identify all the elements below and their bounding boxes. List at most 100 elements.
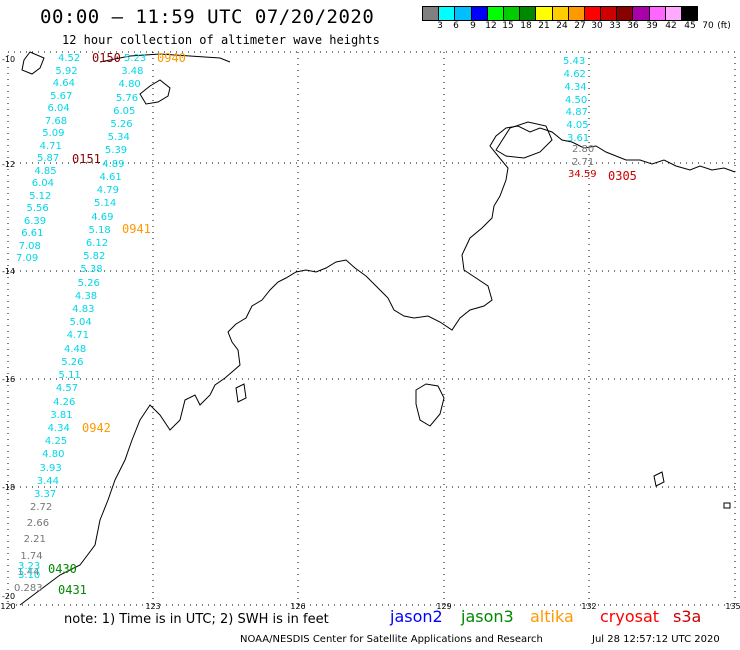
color-scale-label: 30: [591, 21, 603, 31]
wave-height-label: 4.38: [74, 290, 98, 302]
units-note: note: 1) Time is in UTC; 2) SWH is in fe…: [64, 612, 329, 627]
color-swatch: [681, 6, 699, 21]
lon-label: 129: [436, 602, 452, 611]
wave-height-label: 4.83: [72, 304, 95, 316]
wave-height-label: 6.04: [31, 178, 55, 189]
lon-label: 123: [145, 602, 161, 611]
wave-height-label: 5.26: [110, 119, 133, 131]
wave-height-label: 3.10: [18, 570, 41, 581]
lon-label: 135: [725, 602, 740, 611]
australia-coastline: [19, 125, 736, 606]
color-scale-label: 9: [470, 21, 476, 31]
wave-height-label: 5.87: [37, 153, 60, 164]
footer-timestamp: Jul 28 12:57:12 UTC 2020: [592, 634, 720, 645]
island-small-3: [723, 502, 731, 509]
pass-time-label: 0940: [157, 51, 186, 65]
lat-label: -18: [2, 483, 16, 492]
wave-height-label: 4.69: [91, 211, 114, 223]
wave-height-label: 5.12: [29, 190, 52, 202]
lat-label: -16: [2, 375, 16, 384]
wave-height-label: 6.05: [113, 105, 136, 117]
legend-altika: altika: [530, 607, 574, 626]
wave-height-label: 5.76: [115, 92, 139, 104]
color-scale-label: 42: [665, 21, 677, 31]
wave-height-label: 4.26: [53, 396, 76, 408]
wave-height-label: 4.62: [563, 68, 586, 80]
wave-height-label: 4.34: [564, 81, 587, 93]
legend-s3a: s3a: [673, 607, 702, 626]
wave-height-label: 4.50: [565, 94, 588, 106]
wave-height-label: 5.56: [26, 203, 49, 214]
wave-height-label: 2.72: [30, 502, 53, 513]
wave-height-label: 3.81: [50, 409, 73, 421]
wave-height-label: 5.26: [77, 277, 100, 289]
wave-height-label: 6.12: [85, 237, 109, 249]
color-scale-label: (ft): [717, 21, 731, 31]
color-scale-label: 21: [538, 21, 550, 31]
legend-cryosat: cryosat: [600, 607, 660, 626]
wave-height-label: 6.61: [21, 228, 44, 239]
color-scale-label: 3: [437, 21, 443, 31]
island-north: [139, 79, 171, 105]
wave-height-label: 1.74: [20, 550, 43, 562]
wave-height-label: 6.04: [47, 103, 70, 114]
wave-height-label: 4.89: [102, 158, 125, 170]
island-timor: [21, 51, 45, 75]
lon-label: 126: [290, 602, 306, 611]
wave-height-label: 7.09: [16, 253, 39, 264]
pass-time-label: 0941: [122, 222, 151, 236]
map-grid: [8, 52, 735, 605]
wave-height-label: 34.59: [568, 169, 597, 180]
color-scale-label: 6: [453, 21, 459, 31]
wave-height-label: 3.61: [567, 133, 590, 144]
wave-height-label: 4.52: [58, 53, 81, 64]
wave-height-label: 4.61: [99, 171, 122, 183]
wave-height-label: 5.82: [83, 251, 106, 263]
color-scale-label: 70: [702, 21, 714, 31]
wave-height-label: 6.39: [23, 215, 47, 227]
legend-jason3: jason3: [461, 607, 514, 626]
lon-label: 120: [0, 602, 16, 611]
wave-height-label: 4.71: [39, 140, 62, 152]
wave-height-label: 4.64: [52, 78, 76, 89]
island-groote: [415, 383, 445, 427]
wave-height-label: 4.05: [566, 120, 589, 132]
wave-height-label: 5.67: [50, 90, 73, 102]
wave-height-label: 2.80: [572, 144, 595, 155]
wave-height-label: 4.85: [34, 165, 57, 177]
wave-height-label: 4.34: [47, 422, 70, 434]
wave-height-label: 2.71: [572, 157, 595, 168]
island-top-strip: [99, 53, 231, 63]
wave-height-label: 4.79: [96, 185, 119, 197]
color-scale-label: 33: [609, 21, 621, 31]
wave-height-label: 4.48: [64, 343, 87, 355]
wave-height-label: 5.34: [107, 132, 130, 144]
wave-height-label: 4.57: [55, 383, 79, 395]
color-scale: [422, 6, 699, 21]
wave-height-label: 5.43: [563, 56, 586, 67]
wave-height-label: 5.11: [58, 370, 81, 382]
color-scale-label: 39: [646, 21, 658, 31]
island-small-2: [235, 383, 247, 403]
color-scale-label: 45: [684, 21, 696, 31]
island-small-1: [653, 471, 665, 487]
footer-credit: NOAA/NESDIS Center for Satellite Applica…: [240, 634, 543, 645]
wave-height-label: 2.21: [23, 534, 46, 546]
wave-height-label: 3.93: [39, 462, 62, 474]
wave-height-label: 1.44: [17, 566, 40, 578]
lon-label: 132: [581, 602, 597, 611]
lat-label: -14: [2, 267, 16, 276]
wave-height-label: 5.14: [94, 198, 117, 210]
wave-height-label: 4.80: [118, 79, 141, 91]
map-subtitle: 12 hour collection of altimeter wave hei…: [62, 33, 380, 47]
wave-height-label: 3.44: [36, 475, 59, 487]
wave-height-label: 5.18: [88, 224, 111, 236]
wave-height-label: 4.80: [42, 449, 65, 461]
lat-label: -10: [2, 55, 16, 64]
wave-height-label: 5.92: [55, 65, 78, 77]
wave-height-label: 5.23: [124, 53, 147, 64]
pass-time-label: 0430: [48, 562, 77, 576]
wave-height-label: 0.283: [14, 583, 43, 594]
wave-height-label: 7.08: [18, 240, 41, 252]
